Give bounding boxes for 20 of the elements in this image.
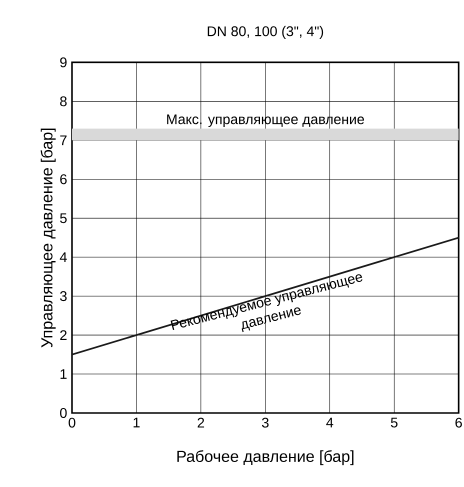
x-tick-label: 1 — [134, 418, 140, 428]
y-tick-label: 8 — [60, 96, 67, 106]
y-tick-label: 3 — [60, 291, 67, 302]
x-axis-title: Рабочее давление [бар] — [177, 450, 354, 466]
y-tick-label: 1 — [60, 369, 67, 379]
x-tick-label: 0 — [68, 418, 76, 428]
y-tick-label: 7 — [60, 135, 67, 146]
x-tick-label: 4 — [326, 418, 334, 428]
x-tick-label: 5 — [390, 418, 398, 428]
x-tick-label: 3 — [262, 418, 269, 428]
x-tick-label: 2 — [198, 418, 204, 428]
y-axis-title: Управляющее давление [бар] — [40, 128, 56, 348]
y-tick-label: 2 — [60, 330, 67, 340]
chart-title: DN 80, 100 (3", 4") — [208, 26, 324, 39]
y-tick-label: 5 — [60, 213, 67, 224]
y-tick-label: 0 — [60, 408, 67, 418]
y-tick-label: 9 — [60, 57, 67, 68]
y-tick-label: 6 — [60, 174, 67, 184]
x-tick-label: 6 — [455, 418, 462, 428]
y-tick-label: 4 — [60, 252, 67, 262]
